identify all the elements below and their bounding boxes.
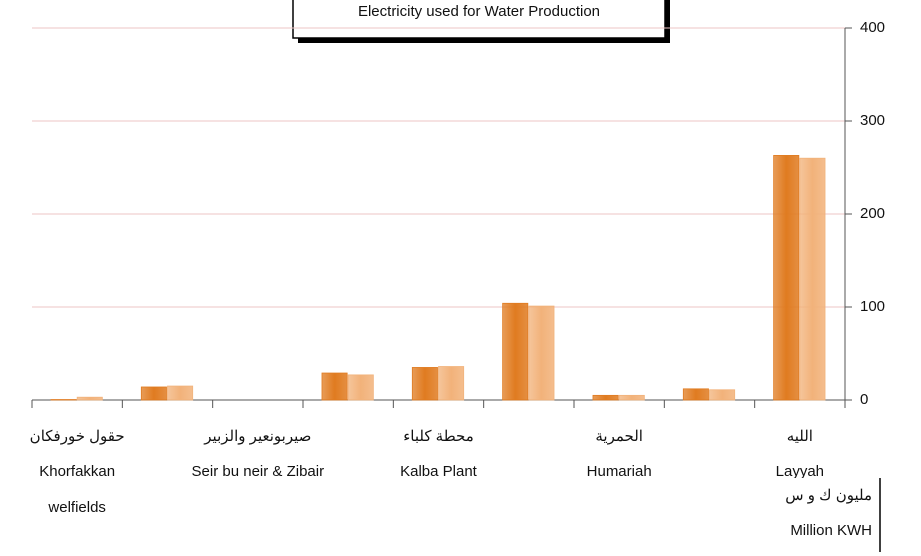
bar [321, 372, 348, 401]
y-tick-label: 400 [860, 19, 885, 36]
bar [167, 385, 194, 401]
y-tick-label: 0 [860, 391, 868, 408]
bar [709, 389, 736, 401]
x-tick-label: Seir bu neir & Zibair [192, 463, 325, 480]
x-label-ar: حقول خورفكان [30, 428, 125, 445]
x-label-ar: الحمرية [595, 428, 643, 445]
bar [592, 394, 619, 401]
bar [502, 302, 529, 401]
bar [76, 396, 103, 401]
x-label-ar: محطة كلباء [403, 428, 474, 445]
bar [799, 157, 826, 401]
bar [682, 388, 709, 401]
x-tick-label-line: welfields [47, 499, 106, 516]
x-tick-label: Khorfakkan welfields [39, 463, 115, 516]
bar [347, 374, 374, 401]
bar [773, 155, 800, 401]
chart-title: Electricity used for Water Production [358, 3, 600, 20]
x-tick-label: Humariah [587, 463, 652, 480]
unit-ar: مليون ك و س [785, 487, 872, 504]
y-tick-label: 100 [860, 298, 885, 315]
title-box [292, 0, 666, 39]
plot: 0 100 200 300 400 حقول خورفكان Khorfakkan welfi… [30, 19, 885, 516]
x-tick-label: Layyah [776, 463, 824, 480]
unit-label: Million KWH [790, 522, 872, 539]
unit-box [752, 478, 880, 556]
bar [140, 386, 167, 401]
bar [438, 366, 465, 401]
y-tick-label: 300 [860, 112, 885, 129]
x-label-ar: صيربونعير والزبير [203, 428, 311, 445]
y-tick-label: 200 [860, 205, 885, 222]
bar [618, 394, 645, 401]
x-tick-label-line: Khorfakkan [39, 463, 115, 480]
x-label-ar: الليه [787, 428, 813, 445]
bar [411, 367, 438, 401]
bar [528, 305, 555, 401]
x-tick-label: Kalba Plant [400, 463, 478, 480]
